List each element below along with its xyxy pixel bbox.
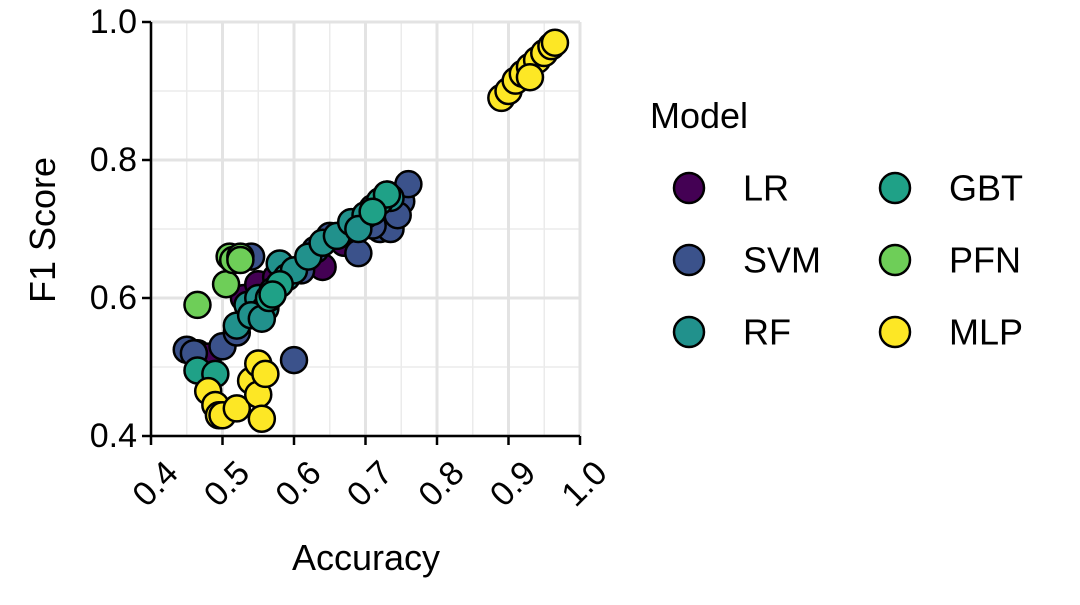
x-tick-label: 0.4 [125, 454, 185, 514]
legend-item-lr: LR [672, 168, 789, 209]
data-point-pfn [211, 269, 241, 299]
x-tick-label: 0.6 [268, 454, 328, 514]
data-point-mlp [247, 404, 277, 433]
legend: Model LR SVM RF GBT PFN MLP [650, 95, 1023, 353]
legend-title: Model [650, 95, 748, 136]
y-tick-label: 0.4 [90, 417, 137, 455]
legend-key-svm [672, 243, 706, 277]
x-tick-label: 0.9 [483, 454, 543, 514]
y-tick-label: 0.6 [90, 279, 137, 317]
legend-key-rf [672, 315, 706, 349]
data-point-svm [344, 238, 373, 268]
data-point-mlp [222, 394, 252, 423]
legend-item-svm: SVM [672, 240, 821, 281]
data-point-mlp [540, 28, 570, 57]
y-axis-label: F1 Score [22, 157, 63, 303]
legend-label: RF [743, 312, 791, 353]
x-tick-label: 0.8 [411, 454, 471, 514]
data-point-svm [279, 345, 309, 375]
legend-key-lr [672, 171, 706, 205]
data-point-gbt [358, 197, 387, 226]
legend-label: GBT [949, 168, 1023, 209]
legend-key-gbt [878, 171, 912, 205]
legend-item-pfn: PFN [878, 240, 1021, 281]
data-point-gbt [258, 280, 287, 309]
data-point-mlp [251, 359, 280, 389]
data-points [172, 28, 570, 433]
y-tick-label: 0.8 [90, 141, 137, 179]
legend-label: SVM [743, 240, 821, 281]
y-tick-label: 1.0 [90, 3, 137, 41]
legend-label: LR [743, 168, 789, 209]
data-point-mlp [515, 62, 545, 92]
legend-key-pfn [878, 243, 912, 277]
legend-item-gbt: GBT [878, 168, 1023, 209]
x-axis-label: Accuracy [292, 537, 440, 578]
data-point-pfn [226, 245, 255, 275]
legend-item-mlp: MLP [878, 312, 1023, 353]
legend-label: PFN [949, 240, 1021, 281]
x-tick-label: 1.0 [554, 454, 614, 514]
data-point-pfn [183, 290, 212, 320]
legend-key-mlp [878, 315, 912, 349]
legend-item-rf: RF [672, 312, 791, 353]
legend-label: MLP [949, 312, 1023, 353]
x-tick-label: 0.5 [197, 454, 257, 514]
x-tick-label: 0.7 [340, 454, 400, 514]
